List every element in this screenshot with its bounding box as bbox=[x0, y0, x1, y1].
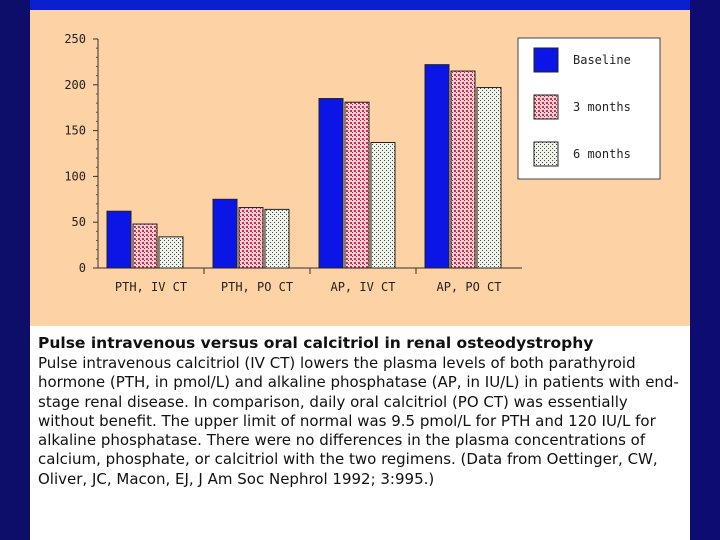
x-tick-label: PTH, IV CT bbox=[115, 280, 187, 294]
y-tick-label: 200 bbox=[64, 78, 86, 92]
bars bbox=[106, 64, 502, 269]
y-tick-label: 150 bbox=[64, 124, 86, 138]
bar-6-months bbox=[370, 142, 396, 269]
legend: Baseline 3 months 6 months bbox=[517, 37, 661, 180]
bar-3-months bbox=[450, 70, 476, 269]
legend-label-6-months: 6 months bbox=[573, 147, 631, 161]
bar-6-months bbox=[158, 236, 184, 269]
y-tick-label: 250 bbox=[64, 32, 86, 46]
y-tick-label: 0 bbox=[79, 261, 86, 275]
caption-body: Pulse intravenous calcitriol (IV CT) low… bbox=[38, 354, 679, 488]
x-tick-label: PTH, PO CT bbox=[221, 280, 293, 294]
legend-label-baseline: Baseline bbox=[573, 53, 631, 67]
legend-swatch-baseline bbox=[533, 47, 559, 73]
bar-chart: 0 50 100 150 200 250 PTH, IV CT PTH, PO CT AP, I… bbox=[64, 32, 661, 294]
slide-panel: 0 50 100 150 200 250 PTH, IV CT PTH, PO CT AP, I… bbox=[30, 10, 690, 540]
bar-6-months bbox=[264, 208, 290, 269]
caption-box: Pulse intravenous versus oral calcitriol… bbox=[30, 326, 690, 540]
bar-baseline bbox=[106, 210, 132, 269]
y-tick-label: 50 bbox=[72, 215, 86, 229]
chart-area: 0 50 100 150 200 250 PTH, IV CT PTH, PO CT AP, I… bbox=[30, 10, 690, 326]
bar-baseline bbox=[318, 98, 344, 269]
bar-6-months bbox=[476, 87, 502, 269]
legend-swatch-6-months bbox=[533, 141, 559, 167]
right-border-stripe bbox=[690, 0, 720, 540]
x-tick-label: AP, IV CT bbox=[330, 280, 395, 294]
y-tick-label: 100 bbox=[64, 169, 86, 183]
left-border-stripe bbox=[0, 0, 30, 540]
bar-3-months bbox=[132, 223, 158, 269]
bar-baseline bbox=[212, 198, 238, 269]
caption-title: Pulse intravenous versus oral calcitriol… bbox=[38, 334, 594, 352]
axes: 0 50 100 150 200 250 PTH, IV CT PTH, PO CT AP, I… bbox=[64, 32, 522, 294]
legend-swatch-3-months bbox=[533, 94, 559, 120]
bar-baseline bbox=[424, 64, 450, 269]
x-tick-label: AP, PO CT bbox=[436, 280, 501, 294]
legend-label-3-months: 3 months bbox=[573, 100, 631, 114]
bar-3-months bbox=[238, 207, 264, 269]
bar-3-months bbox=[344, 101, 370, 269]
